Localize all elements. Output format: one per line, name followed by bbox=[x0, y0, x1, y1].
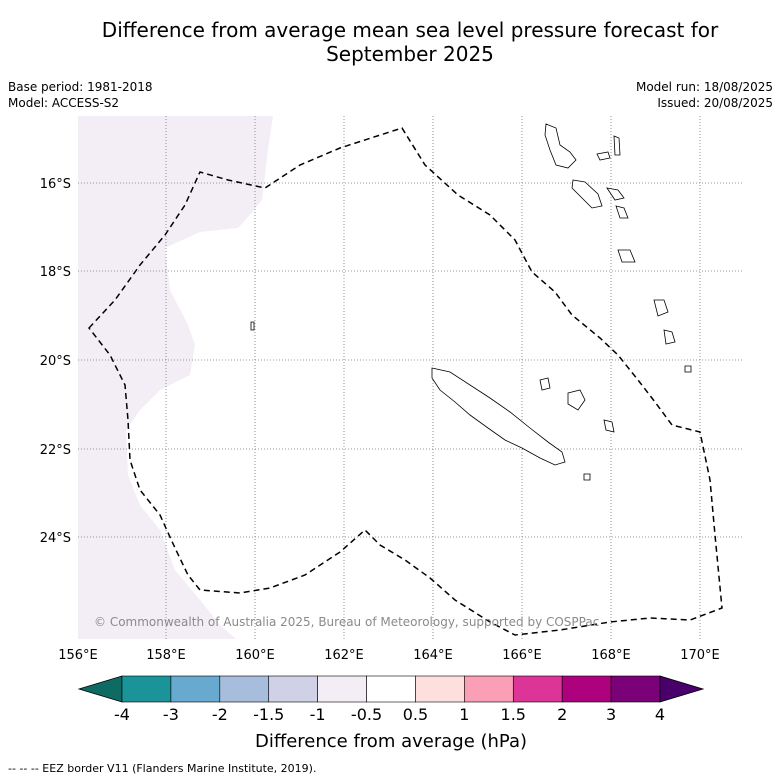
colorbar-segment bbox=[415, 675, 465, 703]
colorbar-tick-label: 2 bbox=[557, 705, 567, 724]
base-period: Base period: 1981-2018 bbox=[8, 80, 153, 94]
vanuatu-island-5 bbox=[606, 187, 625, 201]
vanuatu-island-1 bbox=[544, 123, 577, 169]
lat-label: 24°S bbox=[40, 531, 71, 546]
lon-label: 168°E bbox=[591, 648, 631, 663]
lon-label: 158°E bbox=[146, 648, 186, 663]
colorbar-segment bbox=[219, 675, 270, 703]
chesterfield-islet bbox=[250, 321, 255, 331]
colorbar-segment bbox=[366, 675, 416, 703]
colorbar-segment bbox=[170, 675, 221, 703]
chart-title: Difference from average mean sea level p… bbox=[0, 18, 781, 66]
islands bbox=[250, 123, 692, 481]
colorbar-boxes bbox=[121, 675, 661, 703]
colorbar-segment bbox=[610, 675, 661, 703]
vanuatu-island-7 bbox=[617, 249, 636, 263]
colorbar-tick-label: -1 bbox=[310, 705, 326, 724]
lat-label: 22°S bbox=[40, 443, 71, 458]
colorbar-segment bbox=[561, 675, 612, 703]
model-name: Model: ACCESS-S2 bbox=[8, 96, 120, 110]
title-line-1: Difference from average mean sea level p… bbox=[101, 18, 719, 42]
vanuatu-island-9 bbox=[663, 329, 676, 345]
lon-labels: 156°E 158°E 160°E 162°E 164°E 166°E 168°… bbox=[58, 648, 720, 663]
lon-label: 156°E bbox=[58, 648, 98, 663]
vanuatu-island-10 bbox=[684, 365, 692, 373]
loyalty-island-1 bbox=[567, 389, 586, 411]
colorbar-tick-label: -3 bbox=[163, 705, 179, 724]
lat-label: 20°S bbox=[40, 354, 71, 369]
colorbar-tick-label: 0.5 bbox=[403, 705, 428, 724]
vanuatu-island-2 bbox=[596, 151, 611, 161]
vanuatu-island-4 bbox=[571, 179, 603, 209]
colorbar-tick-label: 4 bbox=[655, 705, 665, 724]
meta-left: Base period: 1981-2018 Model: ACCESS-S2 bbox=[8, 79, 153, 111]
eez-legend-note: -- -- -- EEZ border V11 (Flanders Marine… bbox=[8, 762, 317, 775]
loyalty-island-2 bbox=[603, 419, 615, 433]
colorbar-min-arrow bbox=[77, 675, 123, 703]
colorbar-segment bbox=[512, 675, 563, 703]
colorbar-tick-label: 1.5 bbox=[501, 705, 526, 724]
meta-right: Model run: 18/08/2025 Issued: 20/08/2025 bbox=[636, 79, 773, 111]
lat-label: 18°S bbox=[40, 265, 71, 280]
eez-border bbox=[88, 127, 723, 636]
lon-label: 162°E bbox=[324, 648, 364, 663]
vanuatu-island-3 bbox=[613, 135, 621, 156]
colorbar-tick-label: 3 bbox=[606, 705, 616, 724]
colorbar bbox=[77, 675, 705, 703]
colorbar-title: Difference from average (hPa) bbox=[255, 731, 527, 752]
colorbar-tick-labels: -4 -3 -2 -1.5 -1 -0.5 0.5 1 1.5 2 3 4 bbox=[114, 705, 665, 724]
colorbar-max-arrow bbox=[659, 675, 705, 703]
colorbar-segment bbox=[464, 675, 514, 703]
vanuatu-island-6 bbox=[615, 205, 629, 219]
colorbar-tick-label: -1.5 bbox=[253, 705, 284, 724]
new-caledonia-island bbox=[431, 367, 566, 466]
lon-label: 160°E bbox=[235, 648, 275, 663]
lon-label: 164°E bbox=[413, 648, 453, 663]
colorbar-tick-label: 1 bbox=[459, 705, 469, 724]
colorbar-tick-label: -0.5 bbox=[351, 705, 382, 724]
loyalty-island-3 bbox=[539, 377, 551, 391]
title-line-2: September 2025 bbox=[326, 42, 494, 66]
copyright-note: © Commonwealth of Australia 2025, Bureau… bbox=[94, 615, 599, 629]
lat-labels: 16°S 18°S 20°S 22°S 24°S bbox=[40, 177, 71, 546]
colorbar-segment bbox=[268, 675, 318, 703]
isle-of-pines bbox=[583, 473, 591, 481]
anomaly-shading bbox=[78, 116, 273, 639]
issued-date: Issued: 20/08/2025 bbox=[657, 96, 773, 110]
lon-label: 170°E bbox=[680, 648, 720, 663]
lat-label: 16°S bbox=[40, 177, 71, 192]
model-run: Model run: 18/08/2025 bbox=[635, 80, 773, 94]
colorbar-tick-label: -4 bbox=[114, 705, 130, 724]
vanuatu-island-8 bbox=[653, 299, 669, 317]
colorbar-tick-label: -2 bbox=[212, 705, 228, 724]
colorbar-segment bbox=[317, 675, 367, 703]
colorbar-segment bbox=[121, 675, 172, 703]
lon-label: 166°E bbox=[502, 648, 542, 663]
